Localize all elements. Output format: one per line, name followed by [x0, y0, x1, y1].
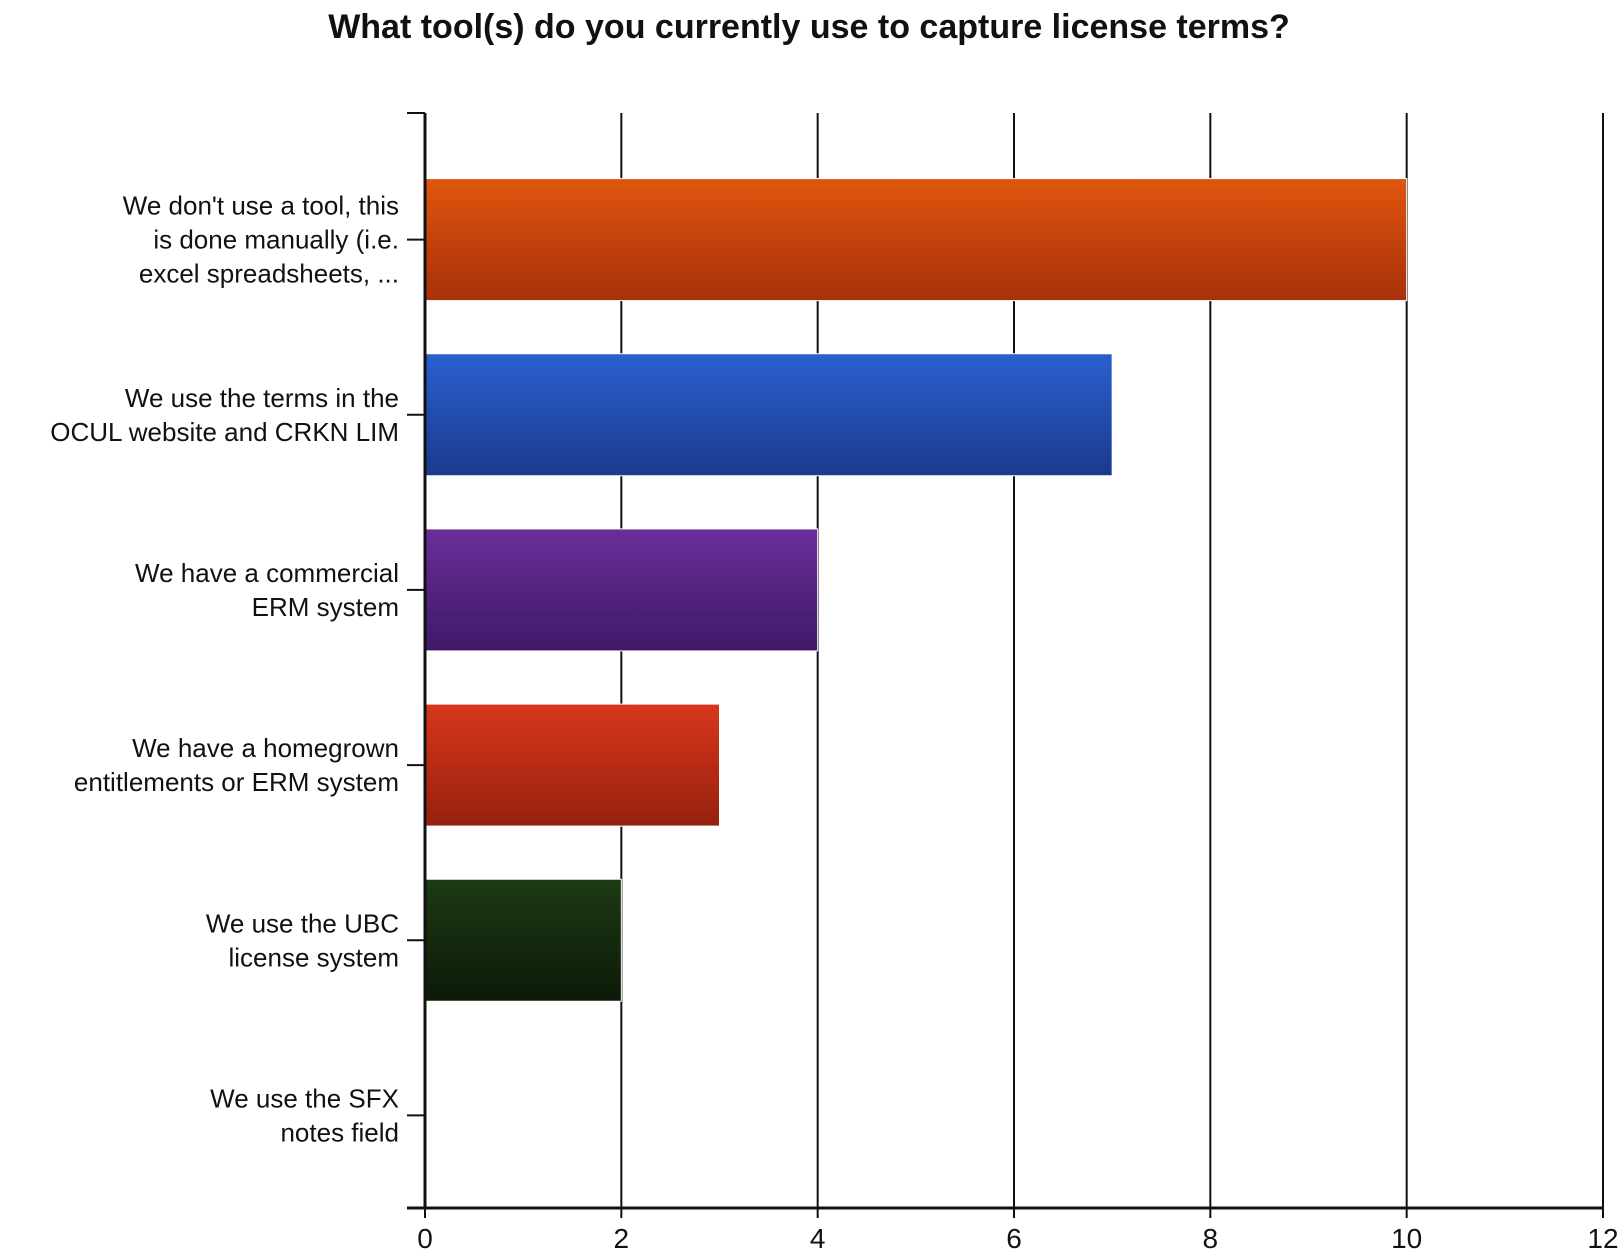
bar: [424, 353, 1113, 477]
category-label: We don't use a tool, this is done manuall…: [123, 191, 399, 289]
x-tick-label: 2: [614, 1223, 630, 1254]
bars: [424, 178, 1408, 1002]
category-label: We have a homegrown entitlements or ERM s…: [74, 733, 399, 797]
category-label: We use the SFX notes field: [210, 1083, 399, 1147]
category-labels: We don't use a tool, this is done manuall…: [50, 191, 399, 1148]
x-tick-label: 0: [417, 1223, 433, 1254]
x-tick-labels: 0 2 4 6 8 10 12: [417, 1223, 1618, 1254]
category-label: We use the terms in the OCUL website and …: [50, 383, 399, 447]
bar: [424, 178, 1408, 302]
x-tick-label: 4: [810, 1223, 826, 1254]
chart-title: What tool(s) do you currently use to cap…: [328, 8, 1290, 46]
bar: [424, 878, 622, 1002]
x-tick-label: 10: [1391, 1223, 1422, 1254]
x-tick-label: 6: [1006, 1223, 1022, 1254]
bar: [424, 703, 720, 827]
x-tick-label: 8: [1203, 1223, 1219, 1254]
x-tick-label: 12: [1587, 1223, 1618, 1254]
axes: [407, 112, 1604, 1218]
bar: [424, 528, 819, 652]
category-label: We use the UBC license system: [206, 908, 399, 972]
category-label: We have a commercial ERM system: [135, 558, 399, 622]
